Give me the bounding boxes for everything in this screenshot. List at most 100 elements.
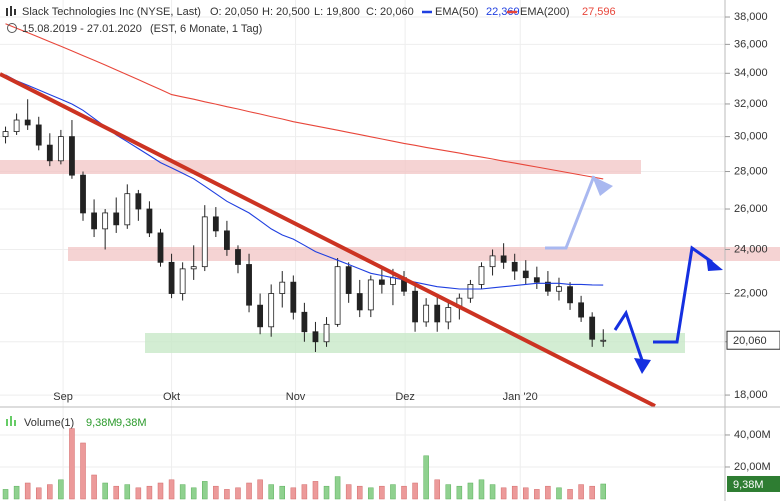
y-tick-label: 32,000 bbox=[734, 98, 768, 110]
arrow-head bbox=[706, 256, 723, 271]
volume-bar bbox=[478, 479, 485, 500]
volume-bar bbox=[323, 485, 330, 500]
y-tick-label: 24,000 bbox=[734, 243, 768, 255]
candle-body bbox=[533, 277, 540, 283]
volume-bar bbox=[102, 482, 108, 500]
candle-body bbox=[345, 266, 352, 294]
volume-bar bbox=[401, 485, 407, 500]
candle-body bbox=[24, 119, 31, 126]
scenario-arrow bbox=[545, 175, 596, 250]
price-tag bbox=[726, 330, 780, 350]
candle-body bbox=[212, 216, 219, 232]
volume-bar bbox=[345, 484, 352, 500]
y-tick-label: 34,000 bbox=[734, 67, 768, 79]
volume-bar bbox=[334, 476, 341, 500]
candle-body bbox=[445, 307, 452, 323]
volume-bar bbox=[13, 485, 20, 500]
candle-body bbox=[246, 264, 252, 306]
volume-bar bbox=[534, 489, 540, 500]
subtitle: 15.08.2019 - 27.01.2020 bbox=[22, 23, 142, 35]
candle-body bbox=[500, 255, 507, 263]
candle-body bbox=[578, 302, 585, 318]
volume-bar bbox=[113, 485, 119, 500]
header: Slack Technologies Inc (NYSE, Last) O: 2… bbox=[6, 6, 414, 35]
volume-bar bbox=[35, 487, 42, 500]
y-tick-label: 26,000 bbox=[734, 203, 768, 215]
volume-tag bbox=[727, 475, 780, 492]
candle-body bbox=[511, 261, 518, 272]
candle-body bbox=[113, 212, 120, 226]
icon bbox=[14, 9, 16, 15]
y-tick-label: 36,000 bbox=[734, 38, 768, 50]
scenario-arrow bbox=[613, 309, 644, 361]
volume-header: Volume(1) 9,38M 9,38M bbox=[6, 416, 147, 429]
candle-body bbox=[467, 284, 474, 299]
candle-body bbox=[80, 174, 86, 214]
volume-tag-label: 9,38M bbox=[733, 479, 764, 491]
volume-bar bbox=[179, 484, 186, 500]
candle-body bbox=[157, 232, 164, 263]
candle-body bbox=[378, 279, 385, 285]
volume-bar bbox=[589, 485, 595, 500]
candle-body bbox=[146, 208, 153, 234]
volume-bar bbox=[390, 484, 396, 500]
legend-label: EMA(200) bbox=[520, 6, 570, 18]
volume-bar bbox=[146, 485, 153, 500]
icon bbox=[10, 416, 12, 426]
volume-bar bbox=[356, 485, 363, 500]
volume-bar bbox=[312, 481, 319, 500]
icon bbox=[6, 8, 8, 16]
volume-bar bbox=[523, 487, 529, 500]
candle-body bbox=[334, 266, 341, 325]
volume-bar bbox=[379, 485, 385, 500]
volume-bar bbox=[47, 484, 53, 500]
icon bbox=[14, 420, 16, 426]
volume-bar bbox=[157, 482, 164, 500]
volume-bar bbox=[279, 485, 286, 500]
volume-bar bbox=[124, 484, 131, 500]
candle-body bbox=[301, 311, 308, 333]
volume-bar bbox=[257, 479, 263, 500]
candle-body bbox=[268, 293, 275, 328]
y-tick-label: 18,000 bbox=[734, 389, 768, 401]
volume-bar bbox=[578, 484, 584, 500]
candle-body bbox=[567, 286, 573, 304]
candle-body bbox=[522, 270, 529, 279]
plot-area bbox=[2, 23, 607, 500]
candle-body bbox=[57, 136, 64, 162]
candle-body bbox=[168, 261, 175, 294]
price-tag-label: 20,060 bbox=[733, 335, 767, 347]
candle-body bbox=[323, 323, 330, 343]
candle-body bbox=[224, 230, 230, 250]
y-tick-label: 30,000 bbox=[734, 131, 768, 143]
quote: C: 20,060 bbox=[366, 6, 414, 18]
support-zone bbox=[145, 333, 685, 353]
x-tick-label: Nov bbox=[286, 391, 306, 403]
volume-bar bbox=[91, 474, 97, 500]
volume-bar bbox=[600, 483, 606, 500]
y-tick-label: 40,00M bbox=[734, 429, 771, 441]
volume-bar bbox=[467, 482, 474, 500]
resistance-zone bbox=[68, 247, 780, 261]
volume-bar bbox=[213, 485, 219, 500]
candle-body bbox=[201, 216, 208, 268]
volume-bar bbox=[58, 479, 64, 500]
legend-value: 22,369 bbox=[486, 6, 520, 18]
x-tick-label: Okt bbox=[163, 391, 180, 403]
legend-value: 27,596 bbox=[582, 6, 616, 18]
y-tick-label: 20,00M bbox=[734, 461, 771, 473]
quote: L: 19,800 bbox=[314, 6, 360, 18]
candle-body bbox=[235, 249, 241, 265]
volume-bar bbox=[301, 484, 308, 500]
candle-body bbox=[102, 212, 109, 230]
volume-bar bbox=[80, 442, 86, 500]
candle-body bbox=[124, 193, 131, 226]
candle-body bbox=[69, 136, 75, 176]
volume-bar bbox=[423, 455, 429, 500]
arrow-head bbox=[634, 358, 651, 374]
scenario-arrow bbox=[653, 245, 713, 344]
candle-body bbox=[13, 119, 20, 132]
candle-body bbox=[46, 144, 53, 162]
candle-body bbox=[279, 281, 286, 294]
